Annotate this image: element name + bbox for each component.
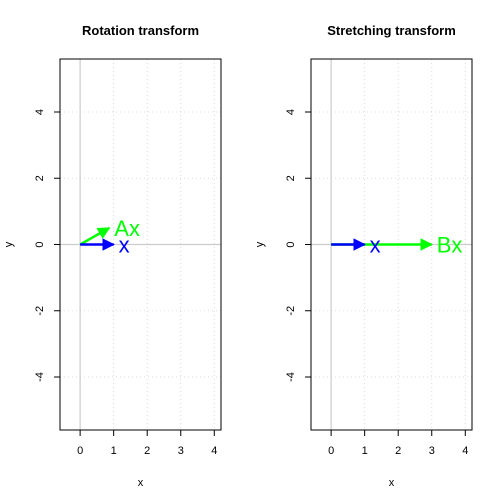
- stretching-y-tick-label--2: -2: [285, 306, 297, 316]
- rotation-x-tick-label-4: 4: [211, 445, 217, 457]
- stretching-vector-label-bx: Bx: [437, 233, 463, 258]
- stretching-x-tick-label-1: 1: [362, 445, 368, 457]
- rotation-chart-title: Rotation transform: [82, 23, 199, 38]
- rotation-y-tick-label-0: 0: [34, 241, 46, 247]
- rotation-x-tick-label-1: 1: [111, 445, 117, 457]
- stretching-y-tick-label--4: -4: [285, 372, 297, 382]
- rotation-vector-label-x: x: [119, 233, 130, 258]
- stretching-panel: Stretching transform 0 1 2 3 4 -4 -2 0 2 4 x y x Bx: [254, 23, 473, 489]
- rotation-y-tick-label--2: -2: [34, 306, 46, 316]
- rotation-y-tick-label--4: -4: [34, 372, 46, 382]
- rotation-y-axis-label: y: [3, 241, 15, 247]
- stretching-y-tick-label-0: 0: [285, 241, 297, 247]
- stretching-x-tick-label-0: 0: [328, 445, 334, 457]
- stretching-x-tick-label-4: 4: [462, 445, 468, 457]
- stretching-x-tick-label-2: 2: [395, 445, 401, 457]
- stretching-y-tick-label-4: 4: [285, 109, 297, 115]
- rotation-x-axis-label: x: [138, 477, 144, 489]
- rotation-x-tick-label-2: 2: [144, 445, 150, 457]
- rotation-x-tick-label-0: 0: [77, 445, 83, 457]
- stretching-y-tick-label-2: 2: [285, 175, 297, 181]
- rotation-vector-ax: [79, 226, 111, 246]
- rotation-vector-label-ax: Ax: [114, 216, 140, 241]
- stretching-chart-title: Stretching transform: [327, 23, 456, 38]
- stretching-vector-label-x: x: [370, 233, 381, 258]
- stretching-x-tick-label-3: 3: [429, 445, 435, 457]
- rotation-y-tick-label-2: 2: [34, 175, 46, 181]
- stretching-x-axis-label: x: [389, 477, 395, 489]
- rotation-y-tick-label-4: 4: [34, 109, 46, 115]
- stretching-y-axis-label: y: [254, 241, 266, 247]
- rotation-x-tick-label-3: 3: [178, 445, 184, 457]
